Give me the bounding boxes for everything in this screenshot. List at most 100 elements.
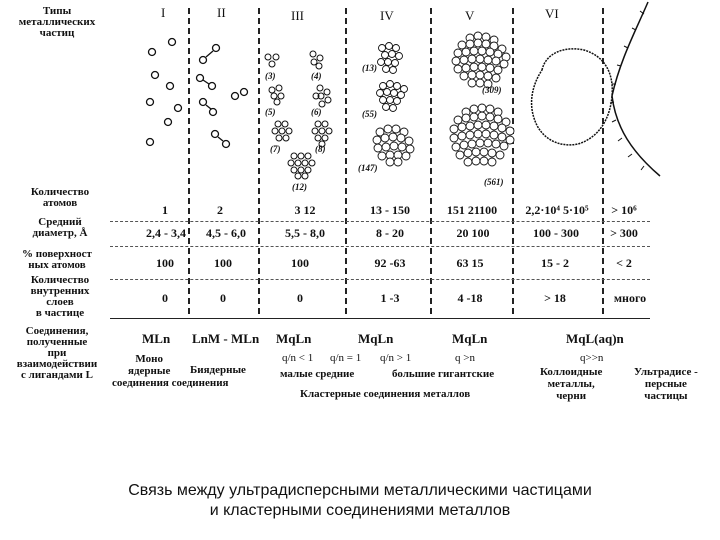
cluster-label-5: (5) [265, 107, 276, 117]
surface-col6: 15 - 2 [541, 256, 569, 270]
column-header-2: II [217, 5, 226, 20]
inner-col4: 1 -3 [380, 291, 400, 305]
row-label-atoms-line1: Количество [30, 186, 90, 198]
medium-clusters [372, 42, 415, 167]
cluster-label-3: (3) [265, 71, 276, 81]
note-colloid-line2: металлы, [547, 378, 595, 390]
note-mono: Моно ядерные [128, 353, 170, 377]
caption-line1: Связь между ультрадисперсными металличес… [128, 482, 592, 499]
row-label-compounds-line2: полученные [26, 336, 88, 348]
row-label-types-line2: металлических [18, 16, 96, 28]
particle-illustrations [145, 1, 661, 180]
column-header-4: IV [380, 8, 394, 23]
column-header-5: V [465, 8, 475, 23]
note-ultra-line3: частицы [644, 390, 688, 402]
formula-mln: MLn [142, 331, 171, 346]
cluster-label-6: (6) [311, 107, 322, 117]
row-label-atoms: Количество атомов [5, 187, 115, 209]
cluster-label-13: (13) [362, 63, 377, 73]
column-divider-2 [258, 8, 260, 314]
inner-col7: много [613, 291, 647, 305]
note-mono-line2: ядерные [128, 365, 171, 377]
ratio-equal: q/n = 1 [330, 352, 362, 364]
inner-col3: 0 [297, 291, 303, 305]
cluster-label-8: (8) [315, 144, 326, 154]
dimer-molecules [195, 43, 249, 149]
row-label-surface: % поверхност ных атомов [2, 249, 112, 271]
inner-col6: > 18 [544, 291, 566, 305]
note-small-medium: малые средние [280, 368, 355, 380]
row-divider-4 [110, 318, 650, 319]
mono-atoms [145, 37, 183, 147]
row-divider-1 [110, 221, 650, 222]
note-colloid: Коллоидные металлы, черни [540, 366, 602, 402]
surface-col2: 100 [214, 256, 232, 270]
column-header-6: VI [545, 6, 559, 21]
row-label-compounds-line5: с лигандами L [21, 369, 93, 381]
row-label-diameter: Средний диаметр, Å [5, 217, 115, 239]
surface-col4: 92 -63 [374, 256, 406, 270]
diameter-col1: 2,4 - 3,4 [146, 226, 186, 240]
large-clusters [449, 31, 515, 167]
row-label-surface-line1: % поверхност [22, 248, 92, 260]
row-label-inner-line2: внутренних [30, 285, 90, 297]
diameter-col2: 4,5 - 6,0 [206, 226, 246, 240]
row-label-compounds-line4: взаимодействии [16, 358, 98, 370]
diameter-col7: > 300 [610, 226, 638, 240]
note-ultra-line2: персные [644, 378, 687, 390]
note-cluster-compounds: Кластерные соединения металлов [300, 388, 471, 400]
column-header-1: I [161, 5, 166, 20]
surface-col1: 100 [156, 256, 174, 270]
row-label-diameter-line2: диаметр, Å [32, 227, 88, 239]
note-mono-line1: Моно [135, 353, 163, 365]
diameter-col5: 20 100 [456, 226, 490, 240]
note-compounds: соединения соединения [112, 377, 229, 389]
formula-mqln-1: MqLn [276, 331, 312, 346]
cluster-label-561: (561) [484, 177, 504, 187]
row-label-inner: Количество внутренних слоев в частице [5, 275, 115, 319]
small-clusters [264, 50, 333, 180]
inner-col1: 0 [162, 291, 168, 305]
surface-col5: 63 15 [456, 256, 484, 270]
atoms-col3: 3 12 [294, 203, 316, 217]
note-colloid-line3: черни [556, 390, 587, 402]
row-label-types-line3: частиц [39, 27, 75, 39]
cluster-label-7: (7) [270, 144, 281, 154]
surface-col3: 100 [291, 256, 309, 270]
colloid-particle [530, 48, 613, 146]
atoms-col6: 2,2·10⁴ 5·10⁵ [525, 203, 589, 217]
row-label-inner-line3: слоев [46, 296, 74, 308]
column-divider-4 [430, 8, 432, 314]
inner-col2: 0 [220, 291, 226, 305]
atoms-col4: 13 - 150 [370, 203, 410, 217]
note-ultra-line1: Ультрадисе - [634, 366, 698, 378]
column-header-3: III [291, 8, 304, 23]
cluster-label-147: (147) [358, 163, 378, 173]
formula-mql-aq: MqL(aq)n [566, 331, 624, 346]
column-divider-6 [602, 8, 604, 314]
bulk-metal-surface [609, 1, 661, 177]
ratio-less: q/n < 1 [282, 352, 314, 364]
row-label-inner-line1: Количество [30, 274, 90, 286]
cluster-label-55: (55) [362, 109, 377, 119]
atoms-col7: > 10⁶ [611, 203, 637, 217]
ratio-q-gt-n: q >n [455, 352, 475, 364]
cluster-label-12: (12) [292, 182, 307, 192]
atoms-col1: 1 [162, 203, 168, 217]
row-label-types: Типы металлических частиц [2, 6, 112, 39]
column-divider-3 [345, 8, 347, 314]
row-label-compounds: Соединения, полученные при взаимодействи… [2, 326, 112, 381]
row-label-surface-line2: ных атомов [28, 259, 86, 271]
surface-col7: < 2 [616, 256, 632, 270]
formula-lnm-mln: LnM - MLn [192, 331, 260, 346]
ratio-q-gg-n: q>>n [580, 352, 604, 364]
cluster-label-4: (4) [311, 71, 322, 81]
diameter-col4: 8 - 20 [376, 226, 404, 240]
diameter-col6: 100 - 300 [533, 226, 579, 240]
caption-line2: и кластерными соединениями металлов [209, 502, 511, 519]
column-divider-5 [512, 8, 514, 314]
atoms-col2: 2 [217, 203, 223, 217]
ratio-greater: q/n > 1 [380, 352, 412, 364]
row-label-diameter-line1: Средний [38, 216, 82, 228]
formula-mqln-3: MqLn [452, 331, 488, 346]
